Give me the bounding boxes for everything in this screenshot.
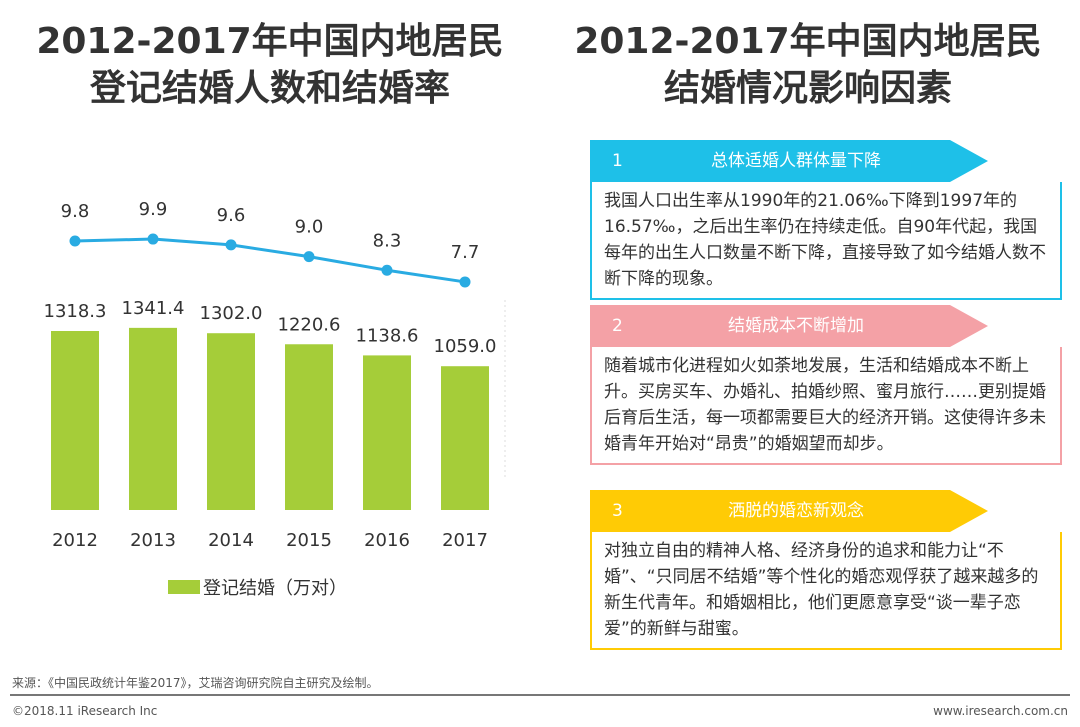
bar-label: 1341.4 bbox=[122, 298, 185, 319]
factor-header: 2 结婚成本不断增加 bbox=[590, 305, 1062, 347]
footer-divider bbox=[10, 694, 1070, 696]
x-tick-label: 2012 bbox=[52, 530, 98, 551]
copyright: ©2018.11 iResearch Inc bbox=[12, 704, 158, 718]
x-tick-label: 2013 bbox=[130, 530, 176, 551]
title-line: 登记结婚人数和结婚率 bbox=[89, 68, 450, 109]
factor-card: 3 洒脱的婚恋新观念对独立自由的精神人格、经济身份的追求和能力让“不婚”、“只同居… bbox=[590, 490, 1062, 650]
factor-header: 3 洒脱的婚恋新观念 bbox=[590, 490, 1062, 532]
rate-point bbox=[147, 233, 159, 245]
legend-swatch bbox=[168, 580, 200, 594]
bar-label: 1220.6 bbox=[278, 314, 341, 335]
legend-label: 登记结婚（万对） bbox=[203, 578, 347, 599]
bar-label: 1059.0 bbox=[434, 336, 497, 357]
bar-label: 1302.0 bbox=[200, 303, 263, 324]
rate-label: 9.0 bbox=[295, 217, 324, 238]
arrow-banner bbox=[590, 305, 988, 347]
factor-card: 1 总体适婚人群体量下降我国人口出生率从1990年的21.06‰下降到1997年的… bbox=[590, 140, 1062, 300]
factor-title: 结婚成本不断增加 bbox=[728, 316, 864, 336]
rate-label: 9.9 bbox=[139, 199, 168, 220]
source-note: 来源：《中国民政统计年鉴2017》，艾瑞咨询研究院自主研究及绘制。 bbox=[12, 676, 379, 690]
factor-title: 总体适婚人群体量下降 bbox=[711, 151, 881, 171]
factor-number: 1 bbox=[612, 151, 623, 171]
rate-label: 8.3 bbox=[373, 230, 402, 251]
factor-header: 1 总体适婚人群体量下降 bbox=[590, 140, 1062, 182]
rate-label: 9.6 bbox=[217, 205, 246, 226]
arrow-banner bbox=[590, 490, 988, 532]
bar bbox=[363, 355, 411, 510]
rate-line bbox=[74, 237, 466, 284]
rate-label: 7.7 bbox=[451, 242, 480, 263]
factor-text: 随着城市化进程如火如荼地发展，生活和结婚成本不断上升。买房买车、办婚礼、拍婚纱照… bbox=[590, 347, 1062, 465]
factor-text: 对独立自由的精神人格、经济身份的追求和能力让“不婚”、“只同居不结婚”等个性化的… bbox=[590, 532, 1062, 650]
marriage-chart: 1318.3 2012 1341.4 2013 1302.0 2014 1220.6 2015… bbox=[44, 199, 506, 599]
bar bbox=[51, 331, 99, 510]
factor-title: 洒脱的婚恋新观念 bbox=[728, 501, 864, 521]
rate-point bbox=[225, 239, 237, 251]
x-tick-label: 2015 bbox=[286, 530, 332, 551]
factors-title: 2012-2017年中国内地居民 结婚情况影响因素 bbox=[548, 18, 1068, 112]
chart-title: 2012-2017年中国内地居民 登记结婚人数和结婚率 bbox=[10, 18, 530, 112]
title-line: 结婚情况影响因素 bbox=[663, 68, 952, 109]
bar-label: 1138.6 bbox=[356, 325, 419, 346]
rate-point bbox=[381, 264, 393, 276]
title-line: 2012-2017年中国内地居民 bbox=[36, 21, 504, 62]
x-tick-label: 2017 bbox=[442, 530, 488, 551]
rate-point bbox=[303, 251, 315, 263]
bar-label: 1318.3 bbox=[44, 301, 107, 322]
x-tick-label: 2014 bbox=[208, 530, 254, 551]
rate-point bbox=[69, 235, 81, 247]
bar bbox=[129, 327, 177, 510]
x-tick-label: 2016 bbox=[364, 530, 410, 551]
rate-label: 9.8 bbox=[61, 201, 90, 222]
factor-text: 我国人口出生率从1990年的21.06‰下降到1997年的16.57‰，之后出生… bbox=[590, 182, 1062, 300]
rate-point bbox=[459, 276, 471, 288]
factor-number: 3 bbox=[612, 501, 623, 521]
bar bbox=[207, 333, 255, 510]
website-link[interactable]: www.iresearch.com.cn bbox=[933, 704, 1068, 718]
title-line: 2012-2017年中国内地居民 bbox=[574, 21, 1042, 62]
bar bbox=[441, 366, 489, 510]
factor-number: 2 bbox=[612, 316, 623, 336]
bar bbox=[285, 344, 333, 510]
factor-card: 2 结婚成本不断增加随着城市化进程如火如荼地发展，生活和结婚成本不断上升。买房买车… bbox=[590, 305, 1062, 465]
arrow-banner bbox=[590, 140, 988, 182]
